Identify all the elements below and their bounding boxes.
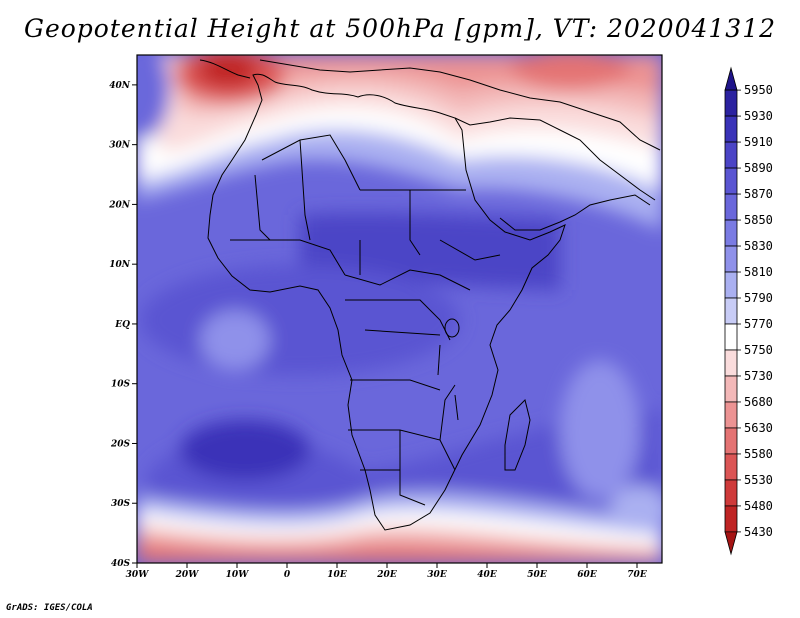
colorbar-label: 5830 bbox=[744, 239, 773, 253]
colorbar-swatch bbox=[724, 349, 738, 377]
colorbar: 5950 5930 5910 5890 5870 5850 5830 5810 5790 5770… bbox=[724, 66, 773, 556]
lon-tick-label: 60E bbox=[577, 570, 597, 580]
colorbar-label: 5680 bbox=[744, 395, 773, 409]
lon-tick-label: 30E bbox=[427, 570, 447, 580]
coastlines bbox=[199, 59, 661, 531]
colorbar-swatch bbox=[724, 89, 738, 117]
lat-tick-label: 10S bbox=[111, 380, 131, 390]
lon-tick-label: 10W bbox=[226, 570, 250, 580]
colorbar-label: 5870 bbox=[744, 187, 773, 201]
colorbar-swatch bbox=[724, 297, 738, 325]
colorbar-swatch bbox=[724, 219, 738, 247]
colorbar-swatch bbox=[724, 479, 738, 507]
colorbar-swatch bbox=[724, 271, 738, 299]
colorbar-label: 5930 bbox=[744, 109, 773, 123]
colorbar-swatch bbox=[724, 115, 738, 143]
colorbar-swatch bbox=[724, 245, 738, 273]
colorbar-label: 5480 bbox=[744, 499, 773, 513]
lon-tick-label: 20W bbox=[175, 570, 200, 580]
colorbar-label: 5790 bbox=[744, 291, 773, 305]
colorbar-label: 5810 bbox=[744, 265, 773, 279]
colorbar-swatch bbox=[724, 323, 738, 351]
lat-tick-label: 20N bbox=[108, 200, 131, 210]
lon-tick-label: 10E bbox=[327, 570, 347, 580]
lon-tick-label: 20E bbox=[376, 570, 397, 580]
colorbar-swatch bbox=[724, 531, 738, 556]
colorbar-swatch bbox=[724, 453, 738, 481]
colorbar-swatch bbox=[724, 505, 738, 533]
colorbar-swatch bbox=[724, 66, 738, 91]
axes: 30W 20W 10W 0 10E 20E 30E 40E 50E 60E 70E 40N 30N 20N… bbox=[108, 81, 647, 580]
lat-tick-label: 40S bbox=[111, 559, 131, 569]
lon-tick-label: 0 bbox=[284, 570, 291, 580]
lat-tick-label: 10N bbox=[109, 260, 131, 270]
height-field bbox=[137, 55, 662, 563]
colorbar-label: 5730 bbox=[744, 369, 773, 383]
colorbar-swatch bbox=[724, 401, 738, 429]
colorbar-swatch bbox=[724, 193, 738, 221]
colorbar-swatch bbox=[724, 141, 738, 169]
colorbar-label: 5890 bbox=[744, 161, 773, 175]
lat-tick-label: EQ bbox=[114, 320, 130, 330]
lon-tick-label: 40E bbox=[477, 570, 497, 580]
lat-tick-label: 30S bbox=[111, 499, 131, 509]
map-title: Geopotential Height at 500hPa [gpm], VT:… bbox=[23, 14, 777, 43]
colorbar-label: 5580 bbox=[744, 447, 773, 461]
colorbar-label: 5950 bbox=[744, 83, 773, 97]
lon-tick-label: 30W bbox=[126, 570, 150, 580]
colorbar-label: 5750 bbox=[744, 343, 773, 357]
credit-label: GrADS: IGES/COLA bbox=[6, 603, 93, 613]
colorbar-label: 5910 bbox=[744, 135, 773, 149]
lat-tick-label: 30N bbox=[109, 141, 131, 151]
colorbar-swatch bbox=[724, 427, 738, 455]
colorbar-label: 5430 bbox=[744, 525, 773, 539]
lat-tick-label: 20S bbox=[110, 439, 131, 449]
map-frame bbox=[136, 54, 663, 564]
colorbar-label: 5770 bbox=[744, 317, 773, 331]
colorbar-swatch bbox=[724, 375, 738, 403]
lon-tick-label: 70E bbox=[627, 570, 647, 580]
colorbar-label: 5530 bbox=[744, 473, 773, 487]
colorbar-swatch bbox=[724, 167, 738, 195]
lon-tick-label: 50E bbox=[527, 570, 547, 580]
colorbar-label: 5850 bbox=[744, 213, 773, 227]
colorbar-label: 5630 bbox=[744, 421, 773, 435]
lat-tick-label: 40N bbox=[109, 81, 131, 91]
